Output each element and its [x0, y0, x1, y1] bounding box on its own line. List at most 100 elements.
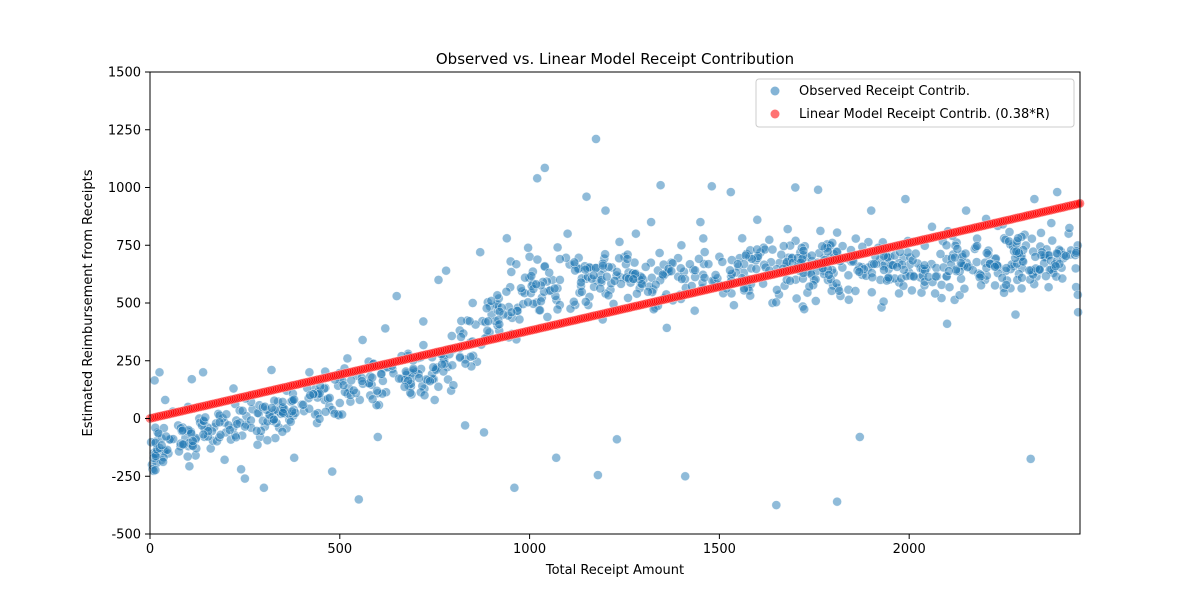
observed-point — [576, 286, 587, 297]
observed-point — [960, 248, 971, 259]
observed-point — [944, 282, 955, 293]
observed-point — [516, 283, 526, 294]
observed-point — [603, 290, 614, 301]
observed-point — [990, 280, 1000, 291]
y-tick-label: 0 — [133, 412, 141, 427]
observed-point — [266, 365, 277, 375]
observed-point — [418, 340, 429, 350]
observed-point — [154, 367, 165, 378]
observed-point — [772, 285, 782, 295]
observed-point — [699, 272, 710, 283]
observed-point — [419, 390, 430, 401]
observed-point — [580, 296, 591, 307]
observed-point — [177, 425, 188, 436]
observed-point — [320, 406, 331, 417]
observed-point — [935, 249, 946, 259]
observed-point — [456, 316, 467, 326]
observed-point — [221, 409, 232, 420]
observed-point — [737, 233, 748, 244]
observed-point — [776, 249, 787, 260]
y-axis-label: Estimated Reimbursement from Receipts — [81, 169, 96, 436]
observed-point — [1010, 309, 1021, 320]
observed-point — [506, 267, 517, 277]
observed-point — [532, 254, 543, 265]
observed-point — [523, 297, 533, 308]
observed-point — [289, 394, 299, 405]
observed-point — [646, 217, 656, 227]
observed-point — [324, 393, 335, 403]
observed-point — [536, 296, 546, 307]
observed-point — [214, 417, 225, 428]
observed-point — [240, 473, 250, 484]
observed-point — [981, 248, 992, 258]
observed-point — [182, 451, 193, 462]
observed-point — [289, 452, 300, 463]
observed-point — [367, 394, 378, 405]
observed-point — [751, 264, 762, 274]
observed-point — [433, 275, 444, 285]
observed-point — [408, 363, 419, 374]
observed-point — [936, 280, 947, 290]
observed-point — [785, 275, 795, 286]
observed-point — [348, 385, 359, 396]
observed-point — [717, 257, 728, 267]
observed-point — [799, 304, 810, 315]
observed-point — [270, 433, 281, 443]
observed-point — [1001, 280, 1012, 290]
observed-point — [990, 261, 1000, 272]
observed-point — [188, 436, 198, 446]
observed-point — [262, 435, 273, 446]
observed-point — [285, 416, 296, 427]
observed-point — [215, 429, 226, 440]
observed-point — [878, 296, 889, 307]
legend-marker-observed — [770, 86, 780, 96]
observed-point — [353, 494, 364, 505]
observed-point — [588, 270, 599, 281]
observed-point — [601, 271, 612, 282]
observed-point — [622, 254, 633, 264]
observed-point — [549, 283, 560, 294]
observed-point — [304, 367, 315, 378]
observed-point — [695, 217, 706, 227]
observed-point — [581, 191, 592, 202]
x-tick-label: 500 — [327, 542, 352, 557]
y-axis: -500 -250 0 250 500 750 1000 1250 1500 — [108, 66, 150, 543]
observed-point — [552, 304, 563, 315]
chart-title: Observed vs. Linear Model Receipt Contri… — [436, 50, 794, 68]
observed-point — [467, 298, 478, 308]
y-tick-label: -250 — [111, 470, 141, 485]
observed-point — [464, 316, 475, 327]
observed-point — [429, 395, 440, 405]
observed-point — [418, 316, 429, 327]
observed-point — [184, 461, 195, 472]
observed-point — [251, 426, 262, 436]
model-series — [145, 198, 1085, 424]
observed-point — [158, 457, 168, 467]
observed-point — [483, 316, 494, 327]
observed-point — [961, 205, 971, 216]
observed-point — [482, 325, 493, 336]
observed-point — [598, 260, 608, 271]
observed-point — [752, 215, 763, 225]
observed-point — [666, 266, 677, 277]
observed-point — [568, 296, 579, 307]
observed-point — [866, 287, 877, 298]
observed-point — [277, 426, 288, 437]
observed-point — [976, 280, 986, 291]
observed-point — [240, 421, 250, 432]
observed-point — [591, 134, 601, 144]
observed-point — [949, 252, 960, 263]
observed-point — [806, 250, 817, 261]
observed-point — [894, 288, 904, 299]
observed-point — [952, 244, 963, 254]
observed-point — [405, 387, 416, 398]
observed-point — [437, 359, 447, 370]
observed-point — [391, 291, 402, 301]
observed-point — [1073, 289, 1083, 300]
observed-point — [764, 235, 775, 245]
observed-point — [804, 281, 815, 292]
observed-point — [569, 257, 580, 268]
observed-point — [729, 300, 739, 311]
x-tick-label: 0 — [146, 542, 154, 557]
observed-point — [231, 432, 241, 443]
